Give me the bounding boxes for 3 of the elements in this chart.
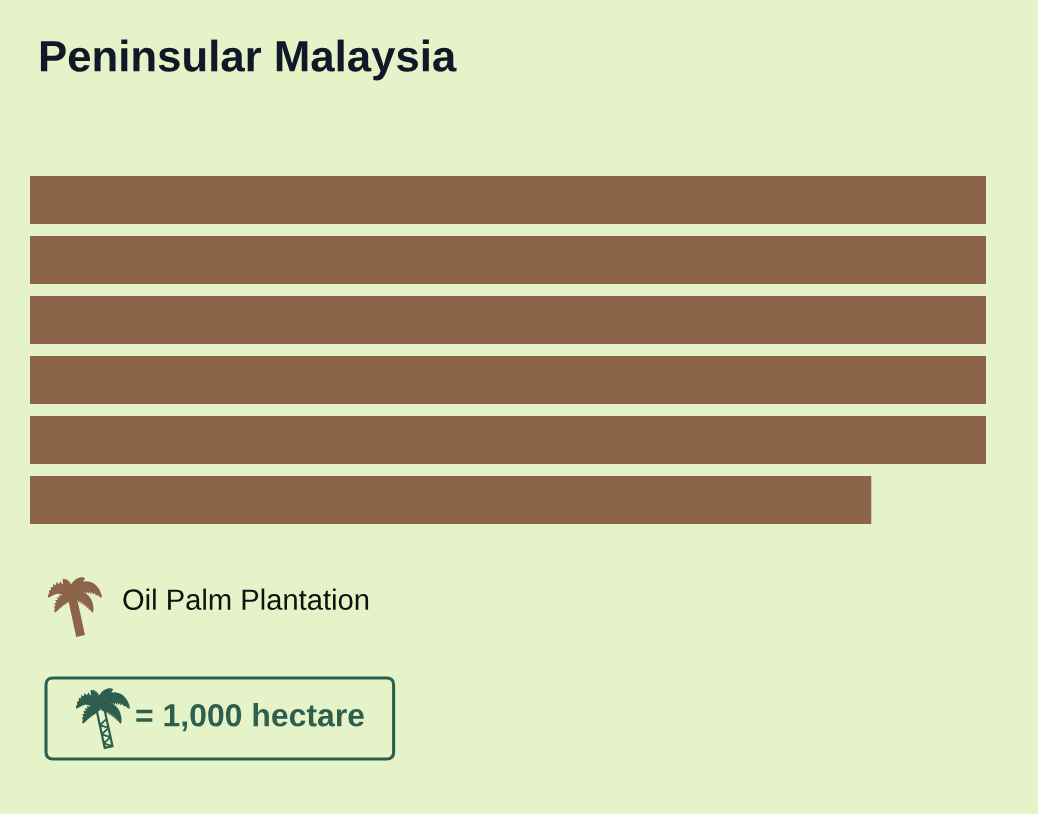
legend-label: Oil Palm Plantation (123, 588, 369, 610)
chart-title: Peninsular Malaysia (40, 39, 457, 81)
text: = 1,000 hectare (136, 703, 364, 732)
